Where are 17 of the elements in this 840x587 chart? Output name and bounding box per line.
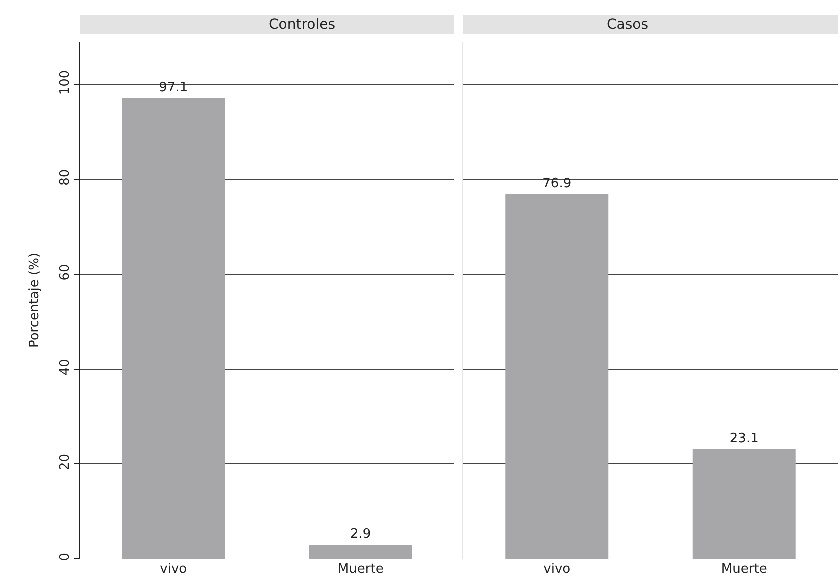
y-tick-label: 0 (58, 552, 73, 562)
y-axis-title: Porcentaje (%) (28, 252, 43, 348)
y-tick-label: 40 (58, 359, 73, 376)
chart-title: Casos (607, 17, 649, 33)
y-tick-label: 60 (58, 264, 73, 281)
y-tick-label: 80 (58, 169, 73, 186)
chart-title: Controles (269, 17, 336, 33)
x-tick-label: vivo (544, 562, 571, 577)
y-tick-label: 20 (58, 454, 73, 470)
data-label: 97.1 (159, 80, 188, 96)
data-label: 2.9 (350, 527, 372, 542)
x-tick-label: Muerte (338, 562, 384, 577)
data-label: 76.9 (542, 176, 572, 192)
x-tick-label: vivo (160, 562, 188, 577)
x-tick-label: Muerte (721, 562, 768, 577)
y-tick-label: 100 (58, 70, 73, 96)
data-label: 23.1 (730, 431, 759, 446)
